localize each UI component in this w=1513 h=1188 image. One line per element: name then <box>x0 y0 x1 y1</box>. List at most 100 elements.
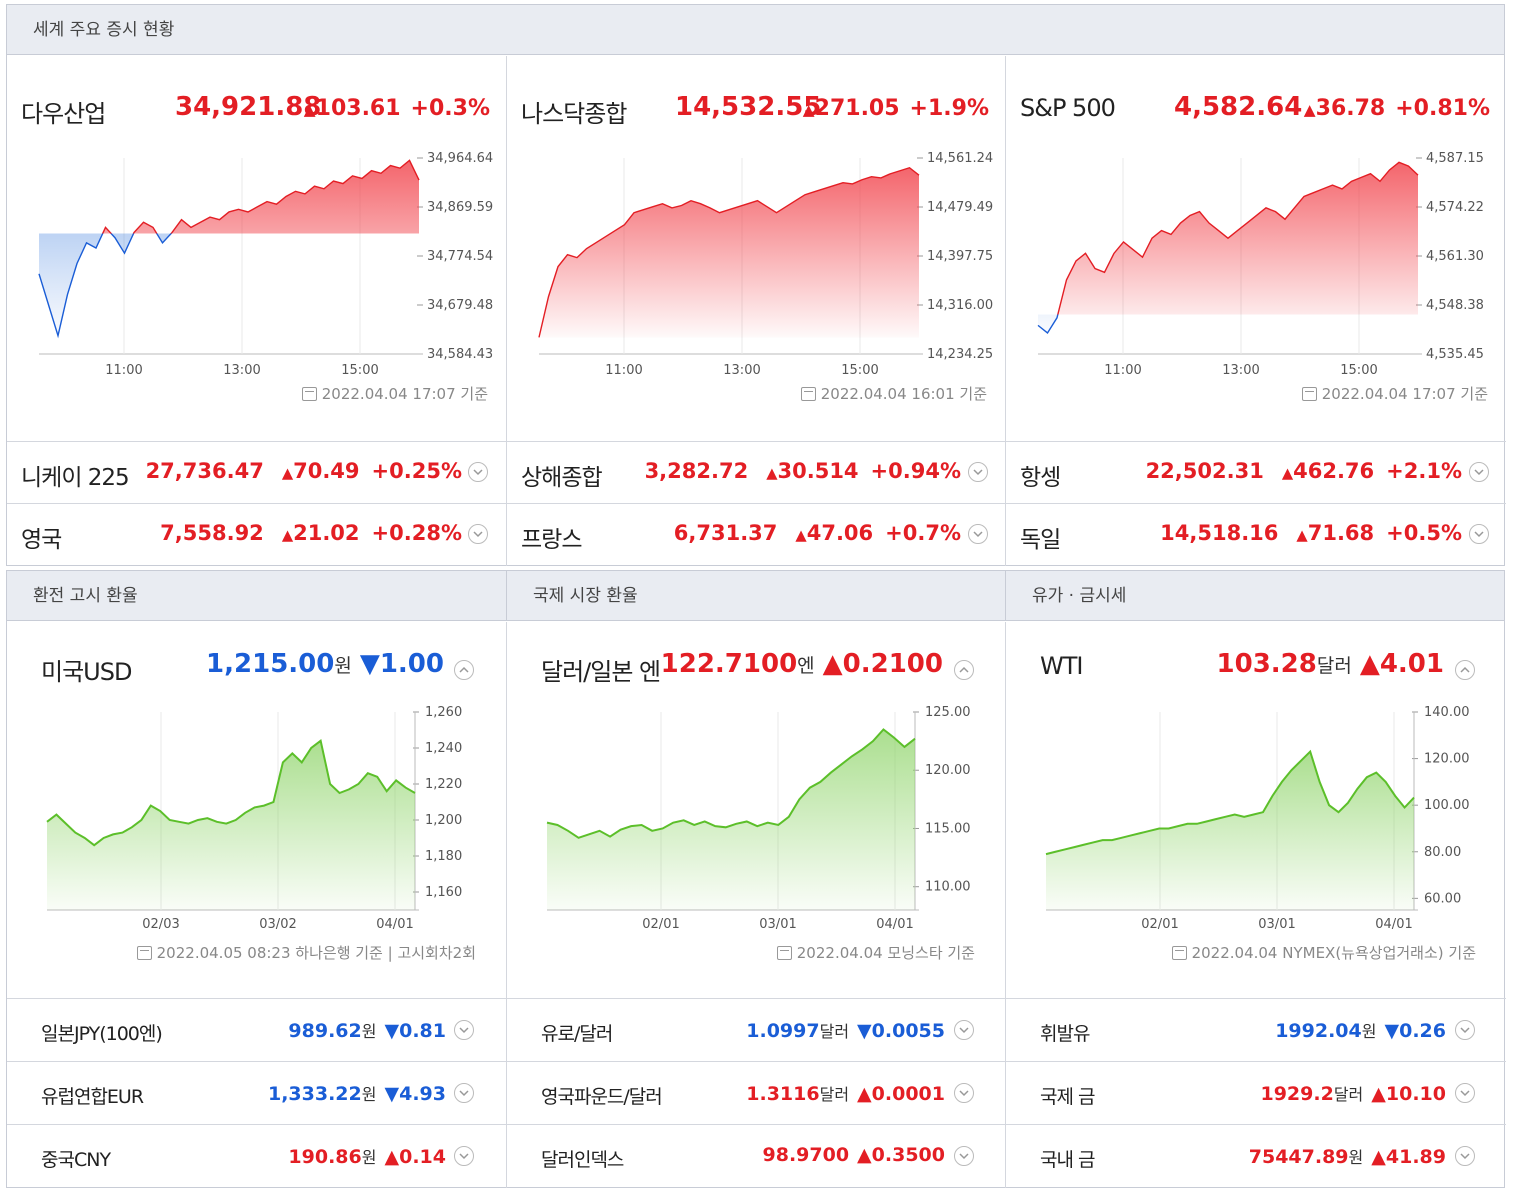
trend-line <box>546 728 916 839</box>
area-fill <box>547 729 915 910</box>
fx-unit: 원 <box>1348 1148 1364 1167</box>
fx-unit: 달러 <box>1316 655 1352 677</box>
stock-panel-title: 세계 주요 증시 현황 <box>7 5 1504 55</box>
down-triangle-icon: ▼ <box>857 1020 872 1042</box>
y-tick-label: 14,234.25 <box>927 347 993 362</box>
y-tick-label: 4,561.30 <box>1426 249 1484 264</box>
fx-unit: 원 <box>334 655 352 677</box>
expand-chevron-icon[interactable] <box>1455 1146 1475 1166</box>
fx-row-item[interactable]: 일본JPY(100엔) 989.62원 ▼0.81 <box>7 999 506 1062</box>
stock-row-item[interactable]: 영국 7,558.92 ▲21.02 +0.28% <box>7 504 506 566</box>
fx-row-item[interactable]: 유로/달러 1.0997달러 ▼0.0055 <box>506 999 1005 1062</box>
stock-index-card: 다우산업 34,921.88 ▲103.61 +0.3% 34,964.64 34,869… <box>7 56 506 441</box>
fx-unit: 원 <box>361 1022 377 1041</box>
collapse-chevron-icon[interactable] <box>1455 660 1475 680</box>
expand-chevron-icon[interactable] <box>1455 1083 1475 1103</box>
fx-row-item[interactable]: 국제 금 1929.2달러 ▲10.10 <box>1005 1062 1506 1125</box>
index-name: 프랑스 <box>521 527 582 553</box>
index-name: 나스닥종합 <box>521 100 627 128</box>
expand-chevron-icon[interactable] <box>954 1146 974 1166</box>
fx-change: 0.0055 <box>871 1020 945 1042</box>
calendar-icon <box>136 946 152 960</box>
fx-card: WTI 103.28달러 ▲4.01 140.00 120.00 100.00 80.00 6… <box>1005 622 1506 998</box>
fx-row-item[interactable]: 휘발유 1992.04원 ▼0.26 <box>1005 999 1506 1062</box>
expand-chevron-icon[interactable] <box>454 1020 474 1040</box>
fx-name: 중국CNY <box>41 1149 111 1171</box>
up-triangle-icon: ▲ <box>1371 1083 1386 1105</box>
index-price: 22,502.31 <box>1145 459 1264 483</box>
change-value: 103.61 <box>315 96 401 121</box>
intraday-chart: 34,964.64 34,869.59 34,774.54 34,679.48 34,5… <box>38 151 493 378</box>
index-name: 독일 <box>1020 527 1061 553</box>
expand-chevron-icon[interactable] <box>954 1083 974 1103</box>
x-tick-label: 13:00 <box>223 363 260 378</box>
fx-unit: 원 <box>361 1148 377 1167</box>
fx-values: 1.0997달러 ▼0.0055 <box>746 1018 945 1042</box>
index-price: 6,731.37 <box>673 521 778 545</box>
index-values: 7,558.92 ▲21.02 +0.28% <box>160 521 462 545</box>
fx-row-item[interactable]: 국내 금 75447.89원 ▲41.89 <box>1005 1125 1506 1188</box>
area-fill-up <box>1057 162 1418 315</box>
expand-chevron-icon[interactable] <box>468 524 488 544</box>
area-fill-up <box>539 167 919 338</box>
expand-chevron-icon[interactable] <box>954 1020 974 1040</box>
chart-timestamp: 2022.04.05 08:23 하나은행 기준 | 고시회차2회 <box>136 942 476 963</box>
y-tick-label: 140.00 <box>1424 705 1470 720</box>
fx-name: 미국USD <box>41 658 132 686</box>
x-tick-label: 11:00 <box>605 363 642 378</box>
fx-name: 영국파운드/달러 <box>541 1086 663 1108</box>
change-value: 30.514 <box>777 459 859 483</box>
expand-chevron-icon[interactable] <box>1469 524 1489 544</box>
change-percent: +0.5% <box>1386 521 1462 545</box>
fx-name: 달러/일본 엔 <box>541 658 661 686</box>
stock-row-item[interactable]: 프랑스 6,731.37 ▲47.06 +0.7% <box>506 504 1005 566</box>
fx-price: 1992.04 <box>1275 1020 1362 1042</box>
fx-values: 1,333.22원 ▼4.93 <box>268 1081 446 1105</box>
change-value: 462.76 <box>1293 459 1375 483</box>
expand-chevron-icon[interactable] <box>468 462 488 482</box>
fx-values: 75447.89원 ▲41.89 <box>1249 1144 1446 1168</box>
up-triangle-icon: ▲ <box>822 649 843 679</box>
y-tick-label: 1,160 <box>425 885 462 900</box>
fx-change: 0.3500 <box>871 1144 945 1166</box>
expand-chevron-icon[interactable] <box>968 462 988 482</box>
fx-row-item[interactable]: 중국CNY 190.86원 ▲0.14 <box>7 1125 506 1188</box>
x-tick-label: 02/03 <box>142 917 179 932</box>
index-name: 영국 <box>21 527 62 553</box>
stock-row-item[interactable]: 상해종합 3,282.72 ▲30.514 +0.94% <box>506 442 1005 504</box>
collapse-chevron-icon[interactable] <box>954 660 974 680</box>
y-tick-label: 4,587.15 <box>1426 151 1484 166</box>
fx-name: 휘발유 <box>1040 1023 1090 1045</box>
fx-values: 1992.04원 ▼0.26 <box>1275 1018 1446 1042</box>
change-percent: +0.28% <box>371 521 462 545</box>
x-tick-label: 15:00 <box>1340 363 1377 378</box>
fx-row-item[interactable]: 달러인덱스 98.9700 ▲0.3500 <box>506 1125 1005 1188</box>
collapse-chevron-icon[interactable] <box>454 660 474 680</box>
expand-chevron-icon[interactable] <box>454 1083 474 1103</box>
fx-price: 1,333.22 <box>267 1083 362 1105</box>
y-tick-label: 115.00 <box>925 821 971 836</box>
y-tick-label: 34,584.43 <box>427 347 493 362</box>
index-price: 27,736.47 <box>145 459 264 483</box>
x-tick-label: 04/01 <box>376 917 413 932</box>
up-triangle-icon: ▲ <box>281 527 294 544</box>
expand-chevron-icon[interactable] <box>1455 1020 1475 1040</box>
y-tick-label: 34,774.54 <box>427 249 493 264</box>
fx-price-group: 103.28달러 ▲4.01 <box>1217 649 1444 679</box>
fx-values: 98.9700 ▲0.3500 <box>763 1144 946 1166</box>
expand-chevron-icon[interactable] <box>968 524 988 544</box>
fx-row-item[interactable]: 영국파운드/달러 1.3116달러 ▲0.0001 <box>506 1062 1005 1125</box>
stock-row-item[interactable]: 니케이 225 27,736.47 ▲70.49 +0.25% <box>7 442 506 504</box>
fx-change: 1.00 <box>379 649 444 679</box>
stock-row-item[interactable]: 독일 14,518.16 ▲71.68 +0.5% <box>1005 504 1506 566</box>
expand-chevron-icon[interactable] <box>1469 462 1489 482</box>
stock-row: 영국 7,558.92 ▲21.02 +0.28% 프랑스 6,731.37 ▲47.06 +… <box>7 503 1506 566</box>
index-values: 3,282.72 ▲30.514 +0.94% <box>645 459 961 483</box>
fx-change: 41.89 <box>1385 1146 1446 1168</box>
down-triangle-icon: ▼ <box>359 649 380 679</box>
expand-chevron-icon[interactable] <box>454 1146 474 1166</box>
stock-row-item[interactable]: 항셍 22,502.31 ▲462.76 +2.1% <box>1005 442 1506 504</box>
calendar-icon <box>800 387 816 401</box>
fx-unit: 원 <box>361 1085 377 1104</box>
fx-row-item[interactable]: 유럽연합EUR 1,333.22원 ▼4.93 <box>7 1062 506 1125</box>
